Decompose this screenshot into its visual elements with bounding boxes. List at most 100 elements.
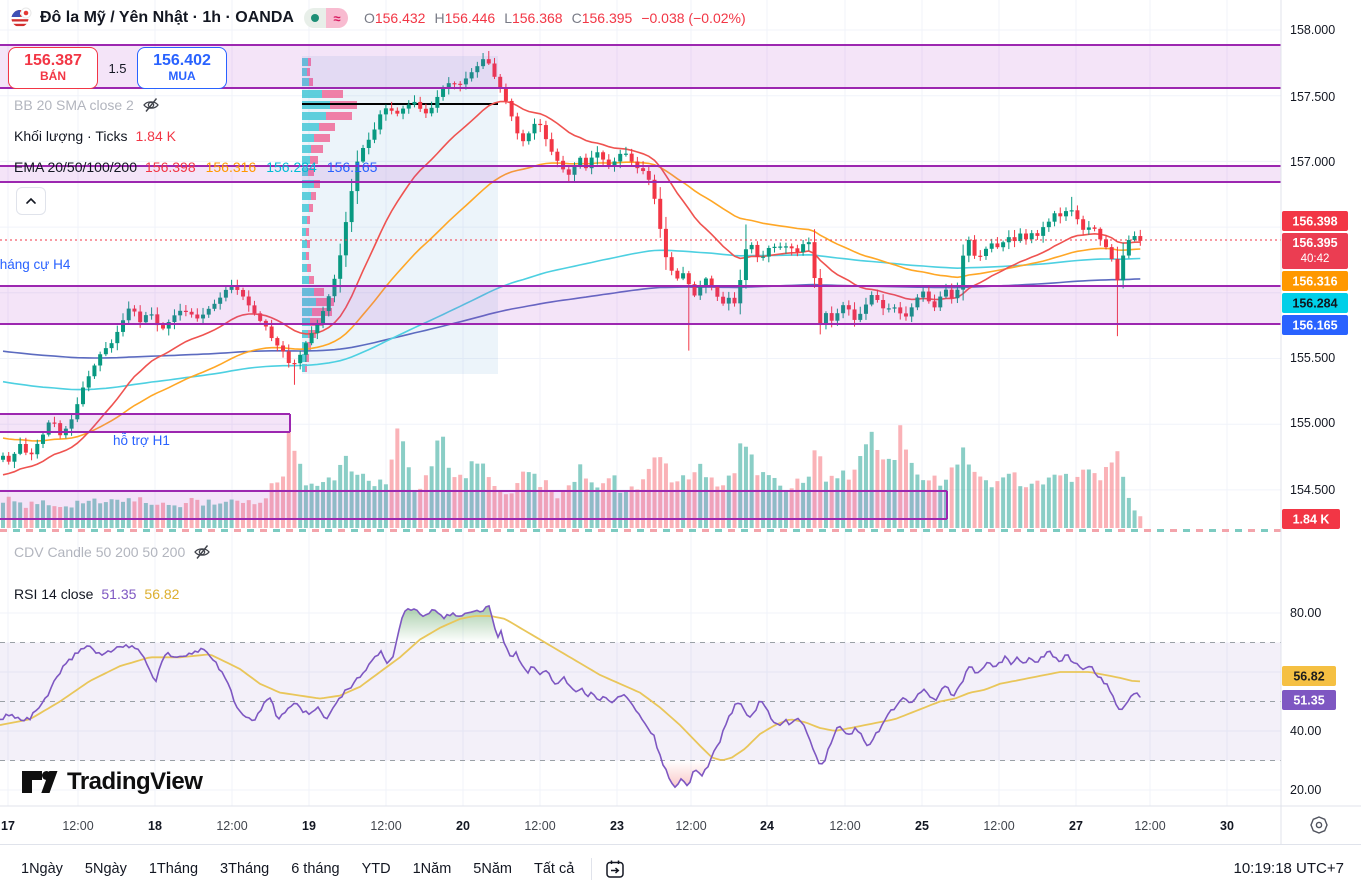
price-tag (1282, 666, 1336, 686)
svg-text:156.395: 156.395 (1292, 236, 1337, 250)
symbol-flag-icon (11, 7, 32, 27)
rsi-line (0, 604, 1141, 789)
legend-ema-values: 156.398 156.316 156.284 156.165 (145, 159, 387, 175)
market-open-dot (303, 8, 326, 28)
scale-tick-label: 155.500 (1290, 351, 1335, 365)
legend-cdv[interactable]: CDV Candle 50 200 50 200 (14, 543, 211, 561)
buy-button[interactable]: 156.402 MUA (137, 47, 227, 89)
time-tick-label: 17 (1, 819, 15, 833)
time-tick-label: 12:00 (524, 819, 555, 833)
range-button-3tháng[interactable]: 3Tháng (220, 860, 270, 877)
legend-rsi-ma-value: 56.82 (144, 586, 180, 602)
svg-text:156.316: 156.316 (1292, 275, 1337, 289)
svg-text:156.398: 156.398 (1292, 215, 1337, 229)
time-tick-label: 18 (148, 819, 162, 833)
time-scale[interactable] (0, 806, 1361, 844)
ohlc-high: H156.446 (434, 10, 496, 26)
time-tick-label: 19 (302, 819, 316, 833)
svg-text:1.84 K: 1.84 K (1293, 513, 1330, 527)
range-button-5ngày[interactable]: 5Ngày (84, 860, 127, 877)
ohlc-open: O156.432 (363, 10, 426, 26)
collapse-legend-button[interactable] (16, 187, 46, 215)
legend-volume-label: Khối lượng · Ticks (14, 128, 128, 144)
svg-text:156.284: 156.284 (1292, 297, 1337, 311)
buy-label: MUA (168, 69, 196, 84)
price-tag (1282, 233, 1348, 269)
range-button-1tháng[interactable]: 1Tháng (148, 860, 199, 877)
legend-ema[interactable]: EMA 20/50/100/200 156.398 156.316 156.284 1… (14, 159, 387, 175)
svg-text:51.35: 51.35 (1293, 694, 1324, 708)
eye-off-icon[interactable] (142, 96, 160, 114)
price-tag (1282, 211, 1348, 231)
legend-ema-value: 156.398 (145, 159, 196, 175)
time-tick-label: 12:00 (216, 819, 247, 833)
price-change: −0.038 (−0.02%) (641, 10, 746, 26)
scale-tick-label: 157.500 (1290, 90, 1335, 104)
time-tick-label: 24 (760, 819, 774, 833)
svg-text:156.165: 156.165 (1292, 319, 1337, 333)
delayed-data-badge: ≈ (325, 8, 348, 28)
ema-lines (2, 100, 1141, 476)
ohlc-close: C156.395 (571, 10, 633, 26)
tradingview-logo[interactable]: TradingView (22, 768, 203, 796)
tradingview-logo-icon (22, 771, 58, 793)
price-tag (1282, 315, 1348, 335)
market-status-pill[interactable]: ≈ (303, 8, 348, 28)
time-tick-label: 12:00 (983, 819, 1014, 833)
sell-button[interactable]: 156.387 BÁN (8, 47, 98, 89)
legend-volume-value: 1.84 K (135, 128, 176, 144)
calendar-icon (606, 860, 625, 878)
chart-canvas[interactable]: 158.000 157.500 157.000 155.500 155.000 154.5… (0, 0, 1361, 844)
range-tabs: 1Ngày 5Ngày 1Tháng 3Tháng 6 tháng YTD 1Năm 5Năm… (0, 855, 583, 883)
range-button-5năm[interactable]: 5Năm (473, 860, 512, 877)
rsi-ma-line (0, 615, 1141, 761)
scales-settings-icon[interactable] (1310, 816, 1328, 834)
bottom-toolbar: 1Ngày 5Ngày 1Tháng 3Tháng 6 tháng YTD 1Năm 5Năm… (0, 844, 1361, 892)
zone-label-1[interactable]: hỗ trợ H1 (113, 433, 170, 448)
buy-price: 156.402 (153, 51, 211, 69)
range-button-1ngày[interactable]: 1Ngày (21, 860, 63, 877)
time-tick-label: 25 (915, 819, 929, 833)
time-tick-label: 27 (1069, 819, 1083, 833)
legend-rsi-value: 51.35 (101, 586, 137, 602)
ema20-line (2, 100, 1141, 476)
time-tick-label: 20 (456, 819, 470, 833)
legend-ema-value: 156.284 (266, 159, 317, 175)
time-tick-label: 30 (1220, 819, 1234, 833)
time-tick-label: 12:00 (1134, 819, 1165, 833)
axes: 158.000 157.500 157.000 155.500 155.000 154.5… (0, 0, 1361, 844)
ohlc-low: L156.368 (504, 10, 563, 26)
legend-rsi[interactable]: RSI 14 close 51.35 56.82 (14, 586, 179, 602)
time-tick-label: 12:00 (62, 819, 93, 833)
legend-ema-value: 156.316 (205, 159, 257, 175)
range-button-6tháng[interactable]: 6 tháng (291, 860, 340, 877)
clock-utc[interactable]: 10:19:18 UTC+7 (1233, 860, 1345, 877)
range-button-1năm[interactable]: 1Năm (412, 860, 452, 877)
scale-tick-label: 40.00 (1290, 724, 1321, 738)
sell-price: 156.387 (24, 51, 82, 69)
symbol-title[interactable]: Đô la Mỹ / Yên Nhật · 1h · OANDA (40, 9, 294, 26)
price-tag (1282, 271, 1348, 291)
symbol-header: Đô la Mỹ / Yên Nhật · 1h · OANDA ≈ O156.… (10, 7, 746, 29)
time-tick-label: 12:00 (829, 819, 860, 833)
chevron-up-icon (26, 197, 36, 204)
time-tick-label: 12:00 (370, 819, 401, 833)
trade-panel: 156.387 BÁN 1.5 156.402 MUA (8, 47, 227, 89)
zone-label-0[interactable]: kháng cự H4 (0, 257, 71, 272)
tradingview-logo-text: TradingView (67, 768, 203, 795)
range-button-ytd[interactable]: YTD (361, 860, 391, 877)
gridlines (0, 0, 1281, 806)
eye-off-icon[interactable] (193, 543, 211, 561)
legend-bb[interactable]: BB 20 SMA close 2 (14, 96, 160, 114)
scale-tick-label: 80.00 (1290, 606, 1321, 620)
range-button-tấtcả[interactable]: Tất cả (533, 860, 575, 877)
scale-tick-label: 157.000 (1290, 155, 1335, 169)
scale-tick-label: 158.000 (1290, 23, 1335, 37)
pane-separator (0, 529, 1281, 532)
scale-tick-label: 155.000 (1290, 416, 1335, 430)
legend-rsi-label: RSI 14 close (14, 586, 94, 602)
legend-cdv-label: CDV Candle 50 200 50 200 (14, 544, 186, 560)
go-to-date-button[interactable] (600, 854, 630, 884)
scale-tick-label: 154.500 (1290, 483, 1335, 497)
legend-volume[interactable]: Khối lượng · Ticks 1.84 K (14, 128, 176, 144)
